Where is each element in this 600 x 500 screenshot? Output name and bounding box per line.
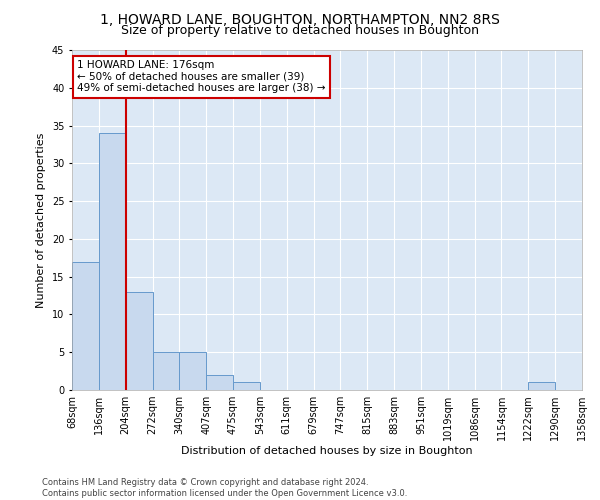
Bar [206,375,233,390]
Bar [99,133,125,390]
Bar [152,352,179,390]
Bar [125,292,152,390]
Bar [529,382,555,390]
X-axis label: Distribution of detached houses by size in Boughton: Distribution of detached houses by size … [181,446,473,456]
Text: Size of property relative to detached houses in Boughton: Size of property relative to detached ho… [121,24,479,37]
Text: 1 HOWARD LANE: 176sqm
← 50% of detached houses are smaller (39)
49% of semi-deta: 1 HOWARD LANE: 176sqm ← 50% of detached … [77,60,326,94]
Bar [233,382,260,390]
Bar [72,262,99,390]
Text: 1, HOWARD LANE, BOUGHTON, NORTHAMPTON, NN2 8RS: 1, HOWARD LANE, BOUGHTON, NORTHAMPTON, N… [100,12,500,26]
Text: Contains HM Land Registry data © Crown copyright and database right 2024.
Contai: Contains HM Land Registry data © Crown c… [42,478,407,498]
Y-axis label: Number of detached properties: Number of detached properties [37,132,46,308]
Bar [179,352,206,390]
